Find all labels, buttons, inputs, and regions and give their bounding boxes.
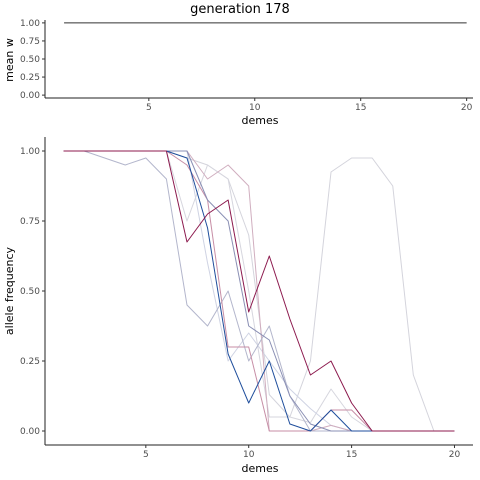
bottom-y-tick-label: 0.25: [20, 357, 40, 367]
top-x-tick-label: 20: [461, 103, 473, 113]
top-x-tick-label: 15: [355, 103, 366, 113]
bottom-y-axis-title: allele frequency: [3, 246, 16, 335]
top-y-tick-label: 0.75: [20, 37, 40, 47]
plot-title: generation 178: [190, 2, 290, 17]
top-x-tick-label: 5: [146, 103, 152, 113]
top-y-tick-label: 0.00: [20, 91, 40, 101]
bottom-y-tick-label: 1.00: [20, 147, 40, 157]
bottom-y-tick-label: 0.00: [20, 427, 40, 437]
panel-allele-frequency: 0.00 0.25 0.50 0.75 1.00 5 10 15 20: [20, 137, 473, 460]
bottom-x-tick-label: 15: [346, 450, 357, 460]
top-y-tick-label: 1.00: [20, 19, 40, 29]
bottom-x-tick-label: 5: [143, 450, 149, 460]
top-x-tick-label: 10: [249, 103, 261, 113]
bottom-x-tick-label: 10: [243, 450, 255, 460]
bottom-series-line-6: [63, 150, 455, 432]
panel-mean-w: 0.00 0.25 0.50 0.75 1.00 5 10 15 20: [20, 19, 473, 113]
bottom-y-tick-label: 0.75: [20, 217, 40, 227]
top-y-tick-label: 0.25: [20, 73, 40, 83]
top-y-tick-label: 0.50: [20, 55, 40, 65]
top-y-axis-title: mean w: [3, 38, 16, 82]
top-x-axis-title: demes: [242, 114, 279, 127]
bottom-series-line-9: [63, 150, 455, 432]
bottom-x-tick-label: 20: [449, 450, 461, 460]
bottom-x-axis-title: demes: [242, 462, 279, 475]
bottom-y-tick-label: 0.50: [20, 287, 40, 297]
